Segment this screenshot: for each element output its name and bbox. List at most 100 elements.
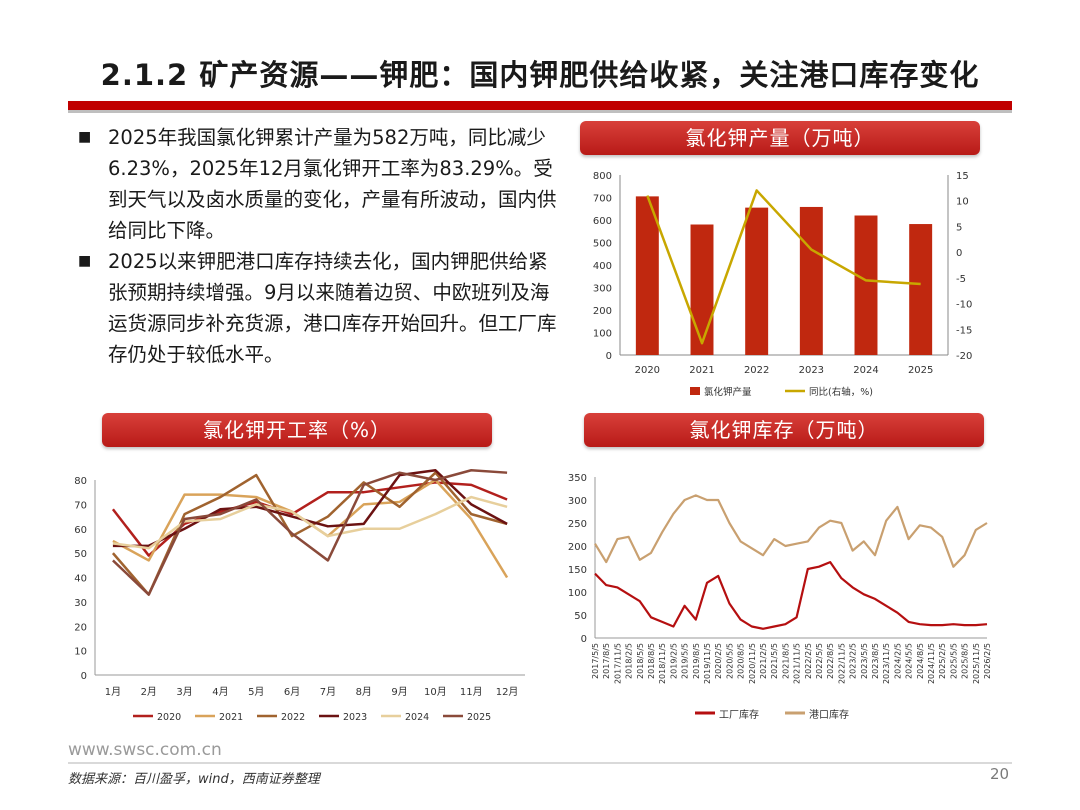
x-tick-label: 2020/8/5 [737,643,746,679]
legend-label: 2021 [219,712,243,723]
y2-tick-label: 10 [956,197,969,208]
y-tick-label: 400 [593,261,612,272]
x-tick-label: 2018/5/5 [636,643,645,679]
x-tick-label: 12月 [496,686,519,698]
bar [745,207,769,355]
x-tick-label: 2022/2/5 [804,643,813,679]
x-tick-label: 11月 [460,686,483,698]
x-tick-label: 2021/5/5 [770,643,779,679]
legend-label: 工厂库存 [719,708,759,721]
y-tick-label: 700 [593,194,612,205]
x-tick-label: 2025/5/5 [949,643,958,679]
x-tick-label: 2025/11/5 [972,643,981,684]
x-tick-label: 9月 [391,686,407,698]
chart-title-production: 氯化钾产量（万吨） [580,121,980,155]
y-tick-label: 20 [74,622,87,633]
bar [909,224,933,355]
bullet-item: ■ 2025年我国氯化钾累计产量为582万吨，同比减少6.23%，2025年12… [78,122,558,246]
x-tick-label: 2018/2/5 [625,643,634,679]
y-tick-label: 0 [606,351,612,362]
y-tick-label: 60 [74,525,87,536]
x-tick-label: 2020 [635,365,660,376]
x-tick-label: 2022/5/5 [815,643,824,679]
x-tick-label: 2025 [908,365,933,376]
y-tick-label: 30 [74,598,87,609]
legend-label: 港口库存 [809,708,849,721]
x-tick-label: 4月 [212,686,228,698]
page-number: 20 [990,765,1010,783]
y2-tick-label: 0 [956,248,962,259]
x-tick-label: 2020/11/5 [748,643,757,684]
bullet-list: ■ 2025年我国氯化钾累计产量为582万吨，同比减少6.23%，2025年12… [78,122,558,370]
x-tick-label: 2022/8/5 [826,643,835,679]
x-tick-label: 2019/2/5 [669,643,678,679]
legend-label: 氯化钾产量 [704,386,752,398]
x-tick-label: 2019/11/5 [703,643,712,684]
utilization-chart: 0 10 20 30 40 50 60 70 80 1月 2月 3月 4月 5月 6月 7月 8月 9月 10月 11… [74,469,525,723]
square-bullet-icon: ■ [78,253,92,269]
x-tick-label: 5月 [248,686,264,698]
legend-label: 同比(右轴，%) [809,386,873,398]
legend-label: 2024 [405,712,429,723]
x-tick-label: 2024/8/5 [916,643,925,679]
x-tick-label: 2024/11/5 [927,643,936,684]
y-tick-label: 500 [593,239,612,250]
x-tick-label: 2024 [853,365,878,376]
y-tick-label: 40 [74,574,87,585]
x-tick-label: 2025/2/5 [938,643,947,679]
x-tick-label: 2018/8/5 [647,643,656,679]
series-line-2021 [112,478,509,579]
y-tick-label: 350 [568,473,587,484]
x-tick-label: 2018/11/5 [658,643,667,684]
series-line-2024 [112,495,508,550]
x-tick-label: 2024/2/5 [893,643,902,679]
x-tick-label: 2020/2/5 [714,643,723,679]
x-tick-label: 2023/11/5 [882,643,891,684]
x-tick-label: 2025/8/5 [961,643,970,679]
x-tick-label: 2019/5/5 [681,643,690,679]
x-tick-label: 2023/5/5 [860,643,869,679]
bullet-text: 2025年我国氯化钾累计产量为582万吨，同比减少6.23%，2025年12月氯… [108,126,557,242]
y-tick-label: 150 [568,565,587,576]
title-underline-shadow [68,110,1012,113]
y2-tick-label: -20 [956,351,972,362]
x-tick-label: 2023 [799,365,824,376]
y-tick-label: 50 [574,611,587,622]
bar [635,196,659,355]
y2-tick-label: -10 [956,300,972,311]
legend-swatch-bar [690,387,700,395]
x-tick-label: 2023/8/5 [871,643,880,679]
x-tick-label: 2024/5/5 [905,643,914,679]
y2-tick-label: -5 [956,274,966,285]
x-tick-label: 2021/2/5 [759,643,768,679]
footer-url[interactable]: www.swsc.com.cn [68,740,222,760]
y-tick-label: 80 [74,476,87,487]
x-tick-label: 2019/8/5 [692,643,701,679]
chart-title-utilization: 氯化钾开工率（%） [102,413,492,447]
title-underline [68,101,1012,110]
legend-label: 2022 [281,712,305,723]
x-tick-label: 8月 [356,686,372,698]
y-tick-label: 200 [593,306,612,317]
production-chart: 0 100 200 300 400 500 600 700 800 -20 -15 -10 -5 0 5 10… [593,171,972,398]
bullet-text: 2025以来钾肥港口库存持续去化，国内钾肥供给紧张预期持续增强。9月以来随着边贸… [108,250,557,366]
x-tick-label: 2017/8/5 [602,643,611,679]
x-tick-label: 2020/5/5 [725,643,734,679]
x-tick-label: 2022/11/5 [837,643,846,684]
y-tick-label: 600 [593,216,612,227]
y2-tick-label: -15 [956,325,972,336]
x-tick-label: 2022 [744,365,769,376]
legend-label: 2020 [157,712,181,723]
x-tick-label: 2021/8/5 [781,643,790,679]
x-tick-label: 2021/11/5 [793,643,802,684]
bullet-item: ■ 2025以来钾肥港口库存持续去化，国内钾肥供给紧张预期持续增强。9月以来随着… [78,246,558,370]
x-tick-label: 2017/11/5 [613,643,622,684]
y-tick-label: 70 [74,500,87,511]
square-bullet-icon: ■ [78,129,92,145]
y-tick-label: 800 [593,171,612,182]
data-source: 数据来源：百川盈孚，wind，西南证券整理 [68,772,320,787]
x-tick-label: 6月 [284,686,300,698]
y-tick-label: 300 [568,496,587,507]
series-line-工厂库存 [594,560,988,630]
